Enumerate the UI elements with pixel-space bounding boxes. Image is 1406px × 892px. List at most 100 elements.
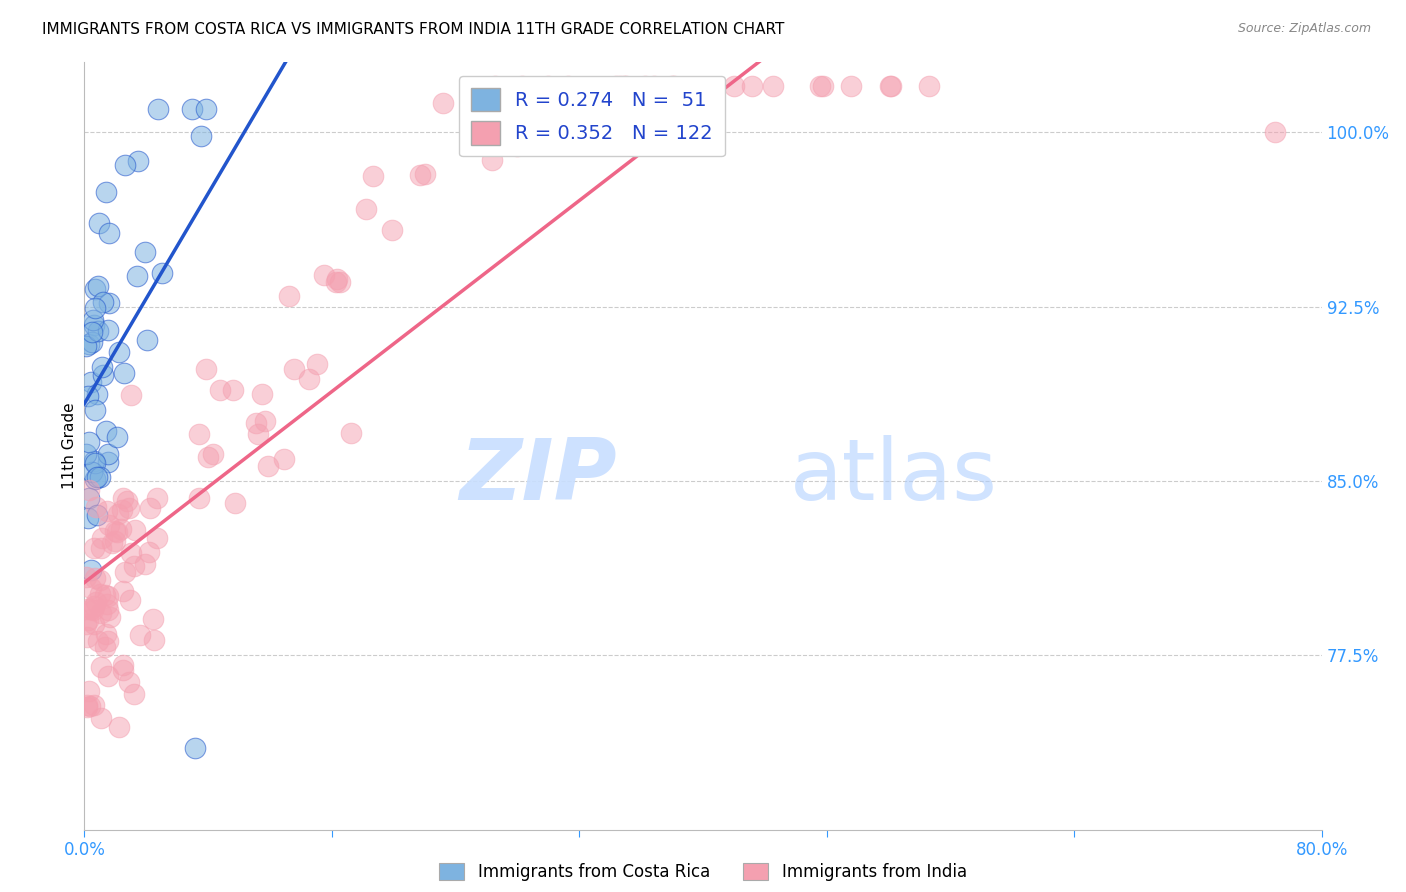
Point: [187, 491, 209, 505]
Point: [87, 634, 110, 648]
Point: [187, 427, 209, 442]
Point: [664, 78, 686, 93]
Point: [224, 495, 246, 509]
Point: [314, 268, 336, 282]
Point: [87, 324, 110, 338]
Point: [80, 601, 103, 615]
Point: [661, 78, 683, 93]
Point: [115, 493, 138, 508]
Point: [75, 617, 97, 632]
Point: [326, 272, 349, 286]
Point: [105, 525, 128, 540]
Point: [245, 416, 267, 430]
Point: [83, 318, 105, 332]
Text: IMMIGRANTS FROM COSTA RICA VS IMMIGRANTS FROM INDIA 11TH GRADE CORRELATION CHART: IMMIGRANTS FROM COSTA RICA VS IMMIGRANTS…: [42, 22, 785, 37]
Point: [89, 216, 111, 230]
Point: [139, 500, 162, 515]
Point: [197, 450, 219, 465]
Point: [84, 282, 107, 296]
Point: [84, 594, 107, 608]
Point: [112, 491, 135, 505]
Point: [83, 472, 105, 486]
Point: [184, 741, 207, 756]
Point: [118, 500, 141, 515]
Point: [613, 78, 636, 93]
Point: [120, 593, 142, 607]
Point: [273, 452, 295, 467]
Point: [91, 295, 114, 310]
Point: [122, 559, 145, 574]
Point: [841, 78, 863, 93]
Point: [537, 78, 560, 93]
Point: [195, 362, 218, 376]
Point: [86, 387, 108, 401]
Point: [278, 289, 301, 303]
Point: [97, 634, 120, 648]
Point: [89, 574, 111, 588]
Point: [83, 616, 105, 631]
Point: [82, 334, 104, 349]
Point: [75, 448, 97, 462]
Point: [96, 504, 118, 518]
Point: [82, 603, 104, 617]
Point: [76, 602, 98, 616]
Point: [83, 599, 105, 614]
Point: [83, 541, 105, 556]
Point: [305, 357, 328, 371]
Point: [811, 78, 834, 93]
Point: [114, 158, 136, 172]
Point: [90, 660, 112, 674]
Point: [86, 508, 108, 522]
Point: [124, 523, 146, 537]
Point: [112, 366, 135, 380]
Point: [108, 344, 131, 359]
Point: [138, 545, 160, 559]
Point: [256, 458, 278, 473]
Point: [340, 426, 363, 441]
Point: [112, 663, 135, 677]
Point: [614, 78, 637, 93]
Point: [127, 153, 149, 168]
Point: [741, 78, 763, 93]
Point: [879, 78, 901, 93]
Point: [114, 565, 136, 579]
Point: [82, 325, 104, 339]
Point: [381, 223, 404, 237]
Point: [76, 699, 98, 714]
Point: [122, 687, 145, 701]
Point: [97, 517, 120, 532]
Point: [112, 583, 135, 598]
Point: [77, 511, 100, 525]
Point: [432, 95, 454, 110]
Point: [76, 613, 98, 627]
Point: [77, 434, 100, 449]
Point: [484, 78, 506, 93]
Point: [77, 336, 100, 351]
Point: [510, 78, 533, 93]
Point: [84, 403, 107, 417]
Point: [325, 275, 347, 289]
Text: Source: ZipAtlas.com: Source: ZipAtlas.com: [1237, 22, 1371, 36]
Point: [83, 454, 105, 468]
Point: [90, 360, 112, 375]
Point: [76, 631, 98, 645]
Point: [79, 375, 101, 389]
Point: [361, 169, 384, 183]
Point: [89, 587, 111, 601]
Point: [107, 720, 129, 734]
Point: [97, 669, 120, 683]
Point: [82, 313, 104, 327]
Point: [98, 610, 121, 624]
Point: [506, 138, 529, 153]
Point: [97, 226, 120, 240]
Point: [80, 465, 103, 479]
Point: [643, 78, 665, 93]
Point: [146, 531, 169, 545]
Point: [96, 597, 118, 611]
Point: [634, 78, 657, 93]
Point: [91, 368, 114, 383]
Point: [90, 532, 112, 546]
Point: [120, 387, 142, 401]
Point: [146, 102, 169, 116]
Point: [97, 589, 120, 603]
